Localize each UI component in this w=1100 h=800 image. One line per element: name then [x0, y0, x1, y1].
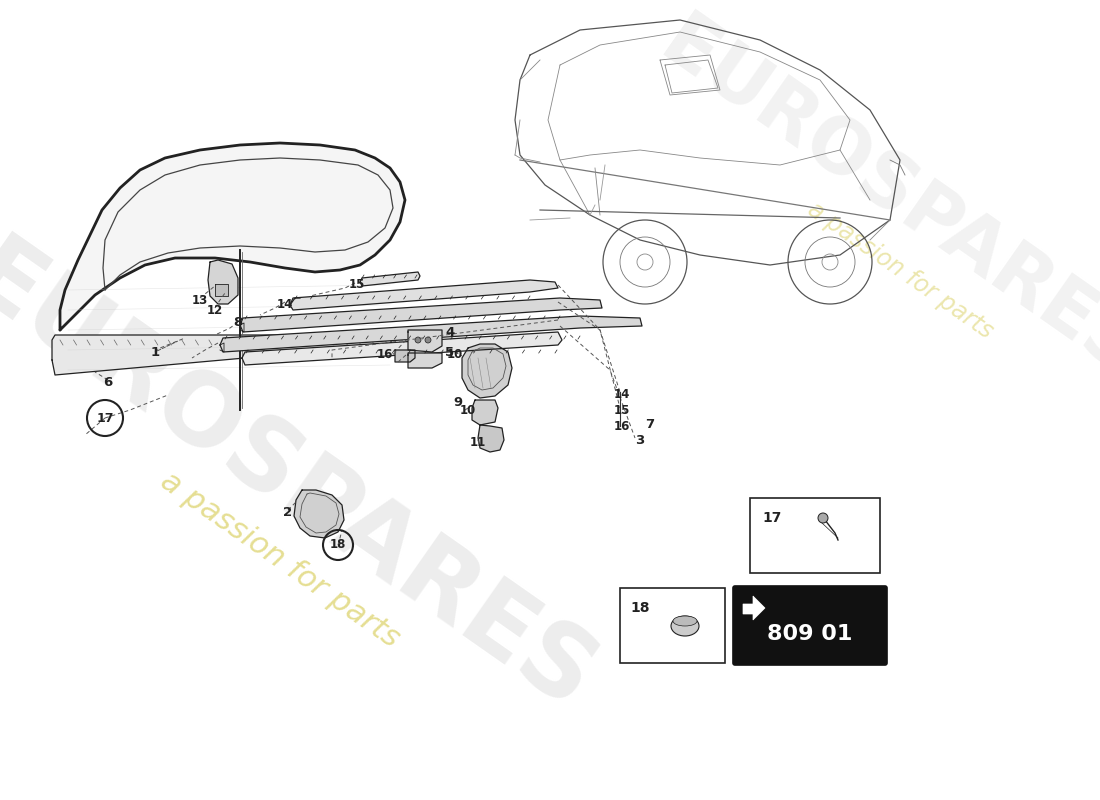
Text: 1: 1: [151, 346, 160, 358]
Polygon shape: [408, 330, 442, 352]
Text: 809 01: 809 01: [768, 623, 852, 643]
Polygon shape: [60, 143, 405, 330]
Polygon shape: [395, 350, 415, 362]
Text: 16: 16: [377, 347, 393, 361]
Text: a passion for parts: a passion for parts: [803, 197, 998, 343]
Polygon shape: [472, 400, 498, 425]
Circle shape: [425, 337, 431, 343]
FancyBboxPatch shape: [733, 586, 887, 665]
Ellipse shape: [671, 616, 698, 636]
Ellipse shape: [673, 616, 697, 626]
Bar: [620, 588, 725, 663]
Circle shape: [818, 513, 828, 523]
Text: 6: 6: [103, 375, 112, 389]
Text: 15: 15: [614, 403, 630, 417]
Text: 14: 14: [277, 298, 294, 310]
Polygon shape: [242, 332, 562, 365]
Text: 13: 13: [191, 294, 208, 306]
Polygon shape: [360, 272, 420, 286]
Text: 17: 17: [97, 411, 113, 425]
Text: 11: 11: [470, 435, 486, 449]
Polygon shape: [462, 344, 512, 398]
Circle shape: [415, 337, 421, 343]
Text: 3: 3: [636, 434, 645, 446]
Polygon shape: [408, 353, 442, 368]
Text: 2: 2: [284, 506, 293, 518]
Text: 9: 9: [453, 395, 463, 409]
Text: 10: 10: [460, 403, 476, 417]
Text: a passion for parts: a passion for parts: [155, 466, 405, 654]
Text: EUROSPARES: EUROSPARES: [0, 227, 612, 733]
Polygon shape: [478, 425, 504, 452]
Polygon shape: [290, 280, 558, 310]
Text: 10: 10: [447, 347, 463, 361]
Text: 5: 5: [446, 346, 454, 359]
Polygon shape: [52, 335, 393, 375]
Text: 15: 15: [349, 278, 365, 291]
Polygon shape: [742, 596, 764, 620]
Text: 7: 7: [646, 418, 654, 431]
Text: 4: 4: [446, 326, 454, 339]
Text: 18: 18: [630, 601, 649, 615]
Text: 17: 17: [762, 511, 781, 525]
Text: 8: 8: [233, 317, 243, 330]
Bar: [750, 498, 880, 573]
Polygon shape: [208, 260, 238, 304]
Text: 14: 14: [614, 387, 630, 401]
Polygon shape: [240, 298, 602, 332]
Text: 18: 18: [330, 538, 346, 551]
Text: EUROSPARES: EUROSPARES: [647, 7, 1100, 393]
Text: 12: 12: [207, 303, 223, 317]
Polygon shape: [294, 490, 344, 538]
Text: 16: 16: [614, 421, 630, 434]
Polygon shape: [214, 284, 228, 296]
Polygon shape: [220, 316, 642, 352]
